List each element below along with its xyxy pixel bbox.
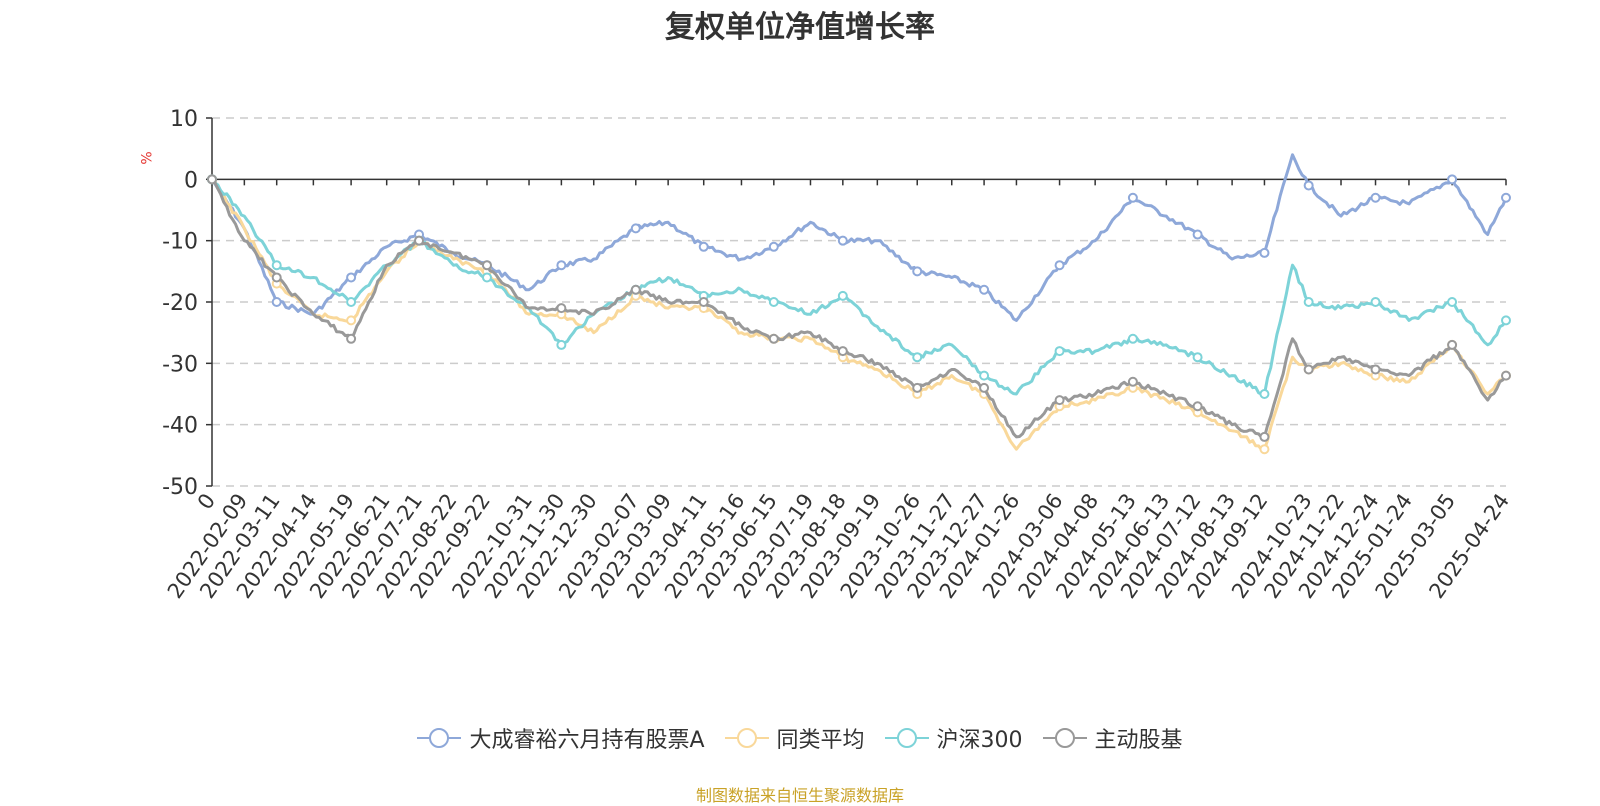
legend-label: 沪深300: [936, 728, 1023, 753]
series-point-csi300: [1054, 346, 1065, 357]
series-point-fund: [698, 241, 709, 252]
series-point-fund: [556, 260, 567, 271]
series-point-csi300: [271, 260, 282, 271]
source-note: 制图数据来自恒生聚源数据库: [695, 786, 904, 805]
series-point-active_equity: [346, 333, 357, 344]
series-point-fund: [1054, 260, 1065, 271]
series-point-fund: [1447, 174, 1458, 185]
series-point-csi300: [481, 272, 492, 283]
series-point-fund: [1501, 192, 1511, 203]
legend-marker-csi300-icon: [884, 728, 929, 748]
series-point-fund: [912, 266, 923, 277]
series-point-fund: [837, 235, 848, 246]
series-line-csi300: [210, 178, 1508, 396]
series-point-active_equity: [207, 174, 217, 185]
x-tick-labels: 02022-02-092022-03-112022-04-142022-05-1…: [163, 489, 1514, 603]
y-tick-label: 10: [170, 107, 198, 132]
series-point-fund: [979, 284, 990, 295]
series-point-active_equity: [837, 346, 848, 357]
series-point-fund: [1192, 229, 1203, 240]
series-point-active_equity: [1054, 395, 1065, 406]
series-point-csi300: [912, 352, 923, 363]
series-point-active_equity: [1127, 376, 1138, 387]
series-line-fund: [210, 153, 1508, 322]
series-point-csi300: [1447, 297, 1458, 307]
chart-title: 复权单位净值增长率: [665, 10, 935, 45]
series-point-active_equity: [768, 333, 779, 344]
series-layer: [207, 153, 1511, 455]
y-tick-labels: 10 0 -10 -20 -30 -40 -50: [162, 107, 198, 500]
series-point-fund: [1127, 192, 1138, 203]
series-point-active_equity: [1192, 401, 1203, 412]
series-point-csi300: [837, 290, 848, 301]
series-point-fund: [1370, 192, 1381, 203]
series-point-active_equity: [1447, 339, 1458, 350]
series-point-fund: [271, 297, 282, 307]
series-point-fund: [346, 272, 357, 283]
series-point-csi300: [1192, 352, 1203, 363]
series-point-csi300: [556, 339, 567, 350]
legend-item-fund[interactable]: 大成睿裕六月持有股票A: [417, 722, 705, 754]
y-tick-label: -50: [162, 475, 198, 500]
legend: 大成睿裕六月持有股票A 同类平均 沪深300 主动股基: [0, 722, 1600, 754]
y-tick-label: -20: [162, 291, 198, 316]
series-point-csi300: [768, 297, 779, 307]
series-point-csi300: [1127, 333, 1138, 344]
series-point-fund: [630, 223, 641, 234]
series-point-peer_avg: [1259, 444, 1270, 455]
series-point-active_equity: [912, 382, 923, 393]
legend-item-csi300[interactable]: 沪深300: [884, 722, 1023, 754]
series-line-active_equity: [210, 178, 1508, 439]
legend-item-peer-avg[interactable]: 同类平均: [724, 722, 865, 754]
series-point-active_equity: [1303, 364, 1314, 375]
series-point-active_equity: [979, 382, 990, 393]
series-point-active_equity: [630, 284, 641, 295]
series-point-active_equity: [271, 272, 282, 283]
series-point-active_equity: [556, 303, 567, 314]
y-tick-label: -10: [162, 230, 198, 255]
y-tick-label: -40: [162, 414, 198, 439]
series-point-active_equity: [1259, 431, 1270, 442]
series-point-csi300: [1259, 389, 1270, 399]
y-tick-label: 0: [184, 168, 198, 193]
series-line-peer_avg: [211, 178, 1508, 452]
series-point-csi300: [346, 297, 357, 307]
legend-label: 同类平均: [776, 728, 865, 753]
series-point-fund: [768, 241, 779, 252]
series-point-active_equity: [698, 297, 709, 307]
series-point-csi300: [1370, 297, 1381, 307]
series-point-active_equity: [1501, 370, 1511, 381]
legend-marker-peer-avg-icon: [724, 728, 769, 748]
series-point-fund: [1303, 180, 1314, 191]
legend-marker-active-equity-icon: [1042, 728, 1087, 748]
legend-label: 主动股基: [1094, 728, 1183, 753]
series-point-fund: [1259, 247, 1270, 258]
series-point-csi300: [1303, 297, 1314, 307]
legend-marker-fund-icon: [417, 728, 462, 748]
legend-label: 大成睿裕六月持有股票A: [469, 728, 705, 753]
series-point-active_equity: [414, 235, 425, 246]
y-tick-label: -30: [162, 352, 198, 377]
series-point-active_equity: [1370, 364, 1381, 375]
series-point-csi300: [979, 370, 990, 381]
series-point-csi300: [1501, 315, 1511, 326]
series-point-peer_avg: [346, 315, 357, 326]
series-point-active_equity: [481, 260, 492, 271]
legend-item-active-equity[interactable]: 主动股基: [1042, 722, 1183, 754]
